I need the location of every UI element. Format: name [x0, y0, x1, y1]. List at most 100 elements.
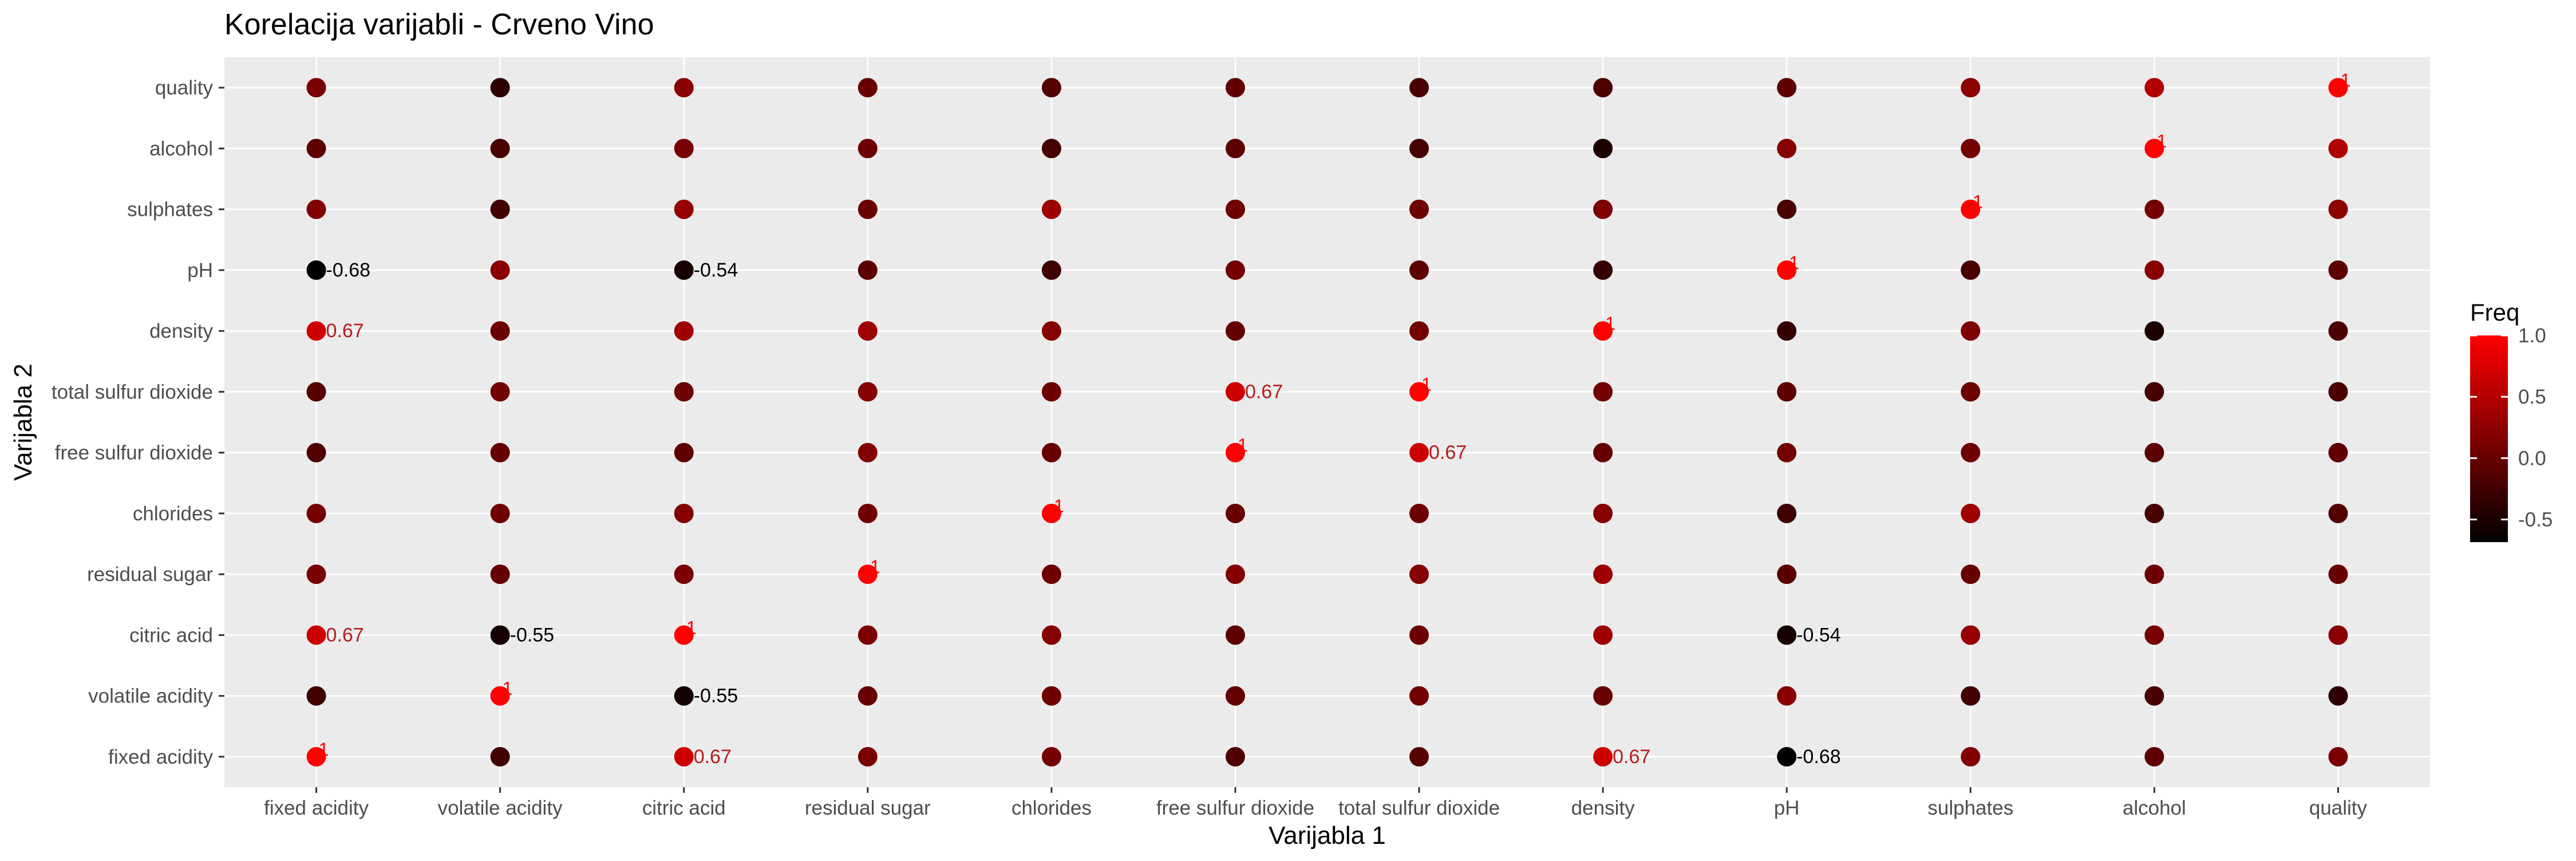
x-tick-label-citric-acid: citric acid [642, 797, 726, 819]
point-free-sulfur-dioxide-vs-fixed-acidity [1225, 747, 1245, 767]
point-free-sulfur-dioxide-vs-chlorides [1225, 503, 1245, 523]
x-tick-label-alcohol: alcohol [2123, 797, 2186, 819]
point-ph-vs-free-sulfur-dioxide [1777, 443, 1797, 463]
point-total-sulfur-dioxide-vs-ph [1409, 260, 1429, 280]
legend-color-step [2470, 505, 2508, 511]
point-chlorides-vs-total-sulfur-dioxide [1041, 382, 1061, 402]
point-quality-vs-ph [2328, 260, 2348, 280]
point-density-vs-volatile-acidity [1593, 686, 1613, 706]
point-free-sulfur-dioxide-vs-sulphates [1225, 199, 1245, 219]
diagonal-label: 1 [870, 556, 880, 577]
point-volatile-acidity-vs-quality [490, 78, 510, 98]
legend-color-step [2470, 459, 2508, 465]
point-volatile-acidity-vs-total-sulfur-dioxide [490, 382, 510, 402]
data-label: -0.68 [326, 259, 371, 281]
legend-color-step [2470, 511, 2508, 516]
legend-color-step [2470, 392, 2508, 398]
point-alcohol-vs-quality [2144, 78, 2164, 98]
point-density-vs-ph [1593, 260, 1613, 280]
point-alcohol-vs-sulphates [2144, 199, 2164, 219]
point-alcohol-vs-ph [2144, 260, 2164, 280]
legend-color-step [2470, 387, 2508, 393]
point-free-sulfur-dioxide-vs-ph [1225, 260, 1245, 280]
point-citric-acid-vs-residual-sugar [674, 564, 694, 584]
legend-color-step [2470, 516, 2508, 522]
data-label: -0.54 [1796, 624, 1841, 646]
point-ph-vs-sulphates [1777, 199, 1797, 219]
point-alcohol-vs-density [2144, 321, 2164, 341]
data-label: -0.55 [510, 624, 555, 646]
point-volatile-acidity-vs-density [490, 321, 510, 341]
point-density-vs-free-sulfur-dioxide [1593, 443, 1613, 463]
point-residual-sugar-vs-ph [858, 260, 878, 280]
y-tick-label-total-sulfur-dioxide: total sulfur dioxide [52, 381, 213, 403]
legend-color-step [2470, 475, 2508, 480]
legend-color-step [2470, 444, 2508, 449]
point-residual-sugar-vs-volatile-acidity [858, 686, 878, 706]
diagonal-label: 1 [1238, 435, 1248, 456]
legend-color-step [2470, 433, 2508, 439]
point-chlorides-vs-citric-acid [1041, 625, 1061, 645]
point-citric-acid-vs-chlorides [674, 503, 694, 523]
point-chlorides-vs-density [1041, 321, 1061, 341]
x-tick-label-ph: pH [1774, 797, 1800, 819]
point-quality-vs-total-sulfur-dioxide [2328, 382, 2348, 402]
point-free-sulfur-dioxide-vs-total-sulfur-dioxide [1225, 382, 1245, 402]
x-tick-label-quality: quality [2309, 797, 2368, 819]
y-tick-label-citric-acid: citric acid [129, 624, 213, 646]
legend-color-step [2470, 372, 2508, 377]
point-ph-vs-chlorides [1777, 503, 1797, 523]
point-fixed-acidity-vs-sulphates [306, 199, 326, 219]
point-sulphates-vs-quality [1961, 78, 1981, 98]
legend-color-step [2470, 531, 2508, 537]
point-citric-acid-vs-density [674, 321, 694, 341]
y-tick-label-free-sulfur-dioxide: free sulfur dioxide [55, 442, 213, 464]
x-tick-label-chlorides: chlorides [1012, 797, 1092, 819]
point-fixed-acidity-vs-chlorides [306, 503, 326, 523]
point-sulphates-vs-fixed-acidity [1961, 747, 1981, 767]
legend-tick-label: -0.5 [2518, 508, 2553, 531]
point-total-sulfur-dioxide-vs-citric-acid [1409, 625, 1429, 645]
point-free-sulfur-dioxide-vs-alcohol [1225, 139, 1245, 159]
legend-color-step [2470, 356, 2508, 362]
data-label: 0.67 [326, 320, 364, 342]
y-tick-label-quality: quality [155, 77, 214, 99]
y-tick-label-chlorides: chlorides [133, 503, 213, 525]
data-label: 0.67 [1245, 381, 1283, 402]
legend-color-step [2470, 490, 2508, 496]
point-alcohol-vs-volatile-acidity [2144, 686, 2164, 706]
point-quality-vs-free-sulfur-dioxide [2328, 443, 2348, 463]
point-density-vs-chlorides [1593, 503, 1613, 523]
point-chlorides-vs-free-sulfur-dioxide [1041, 443, 1061, 463]
point-alcohol-vs-citric-acid [2144, 625, 2164, 645]
point-citric-acid-vs-sulphates [674, 199, 694, 219]
legend-title: Freq [2470, 299, 2519, 326]
point-fixed-acidity-vs-quality [306, 78, 326, 98]
data-label: 0.67 [1429, 442, 1467, 464]
legend-color-step [2470, 536, 2508, 542]
panel-background [224, 57, 2430, 787]
legend-color-step [2470, 335, 2508, 341]
data-label: 0.67 [694, 746, 732, 768]
point-ph-vs-residual-sugar [1777, 564, 1797, 584]
point-free-sulfur-dioxide-vs-free-sulfur-dioxide [1225, 443, 1245, 463]
point-total-sulfur-dioxide-vs-alcohol [1409, 139, 1429, 159]
legend-color-step [2470, 439, 2508, 444]
point-volatile-acidity-vs-ph [490, 260, 510, 280]
legend-color-step [2470, 454, 2508, 460]
point-fixed-acidity-vs-free-sulfur-dioxide [306, 443, 326, 463]
point-ph-vs-ph [1777, 260, 1797, 280]
x-tick-label-fixed-acidity: fixed acidity [264, 797, 369, 819]
point-quality-vs-density [2328, 321, 2348, 341]
x-axis-title: Varijabla 1 [1269, 821, 1386, 850]
legend-tick-label: 0.0 [2518, 447, 2546, 469]
point-sulphates-vs-density [1961, 321, 1981, 341]
points-layer: 1 1 1 1 1 1 1 1 1 1 1 1 -0.68 0.67 0.67 -0.55 -0.54 -0.55… [306, 70, 2350, 768]
axes: fixed acidity volatile acidity citric acid… [52, 77, 2368, 819]
point-fixed-acidity-vs-volatile-acidity [306, 686, 326, 706]
point-chlorides-vs-ph [1041, 260, 1061, 280]
point-citric-acid-vs-quality [674, 78, 694, 98]
legend-color-step [2470, 351, 2508, 357]
point-alcohol-vs-chlorides [2144, 503, 2164, 523]
